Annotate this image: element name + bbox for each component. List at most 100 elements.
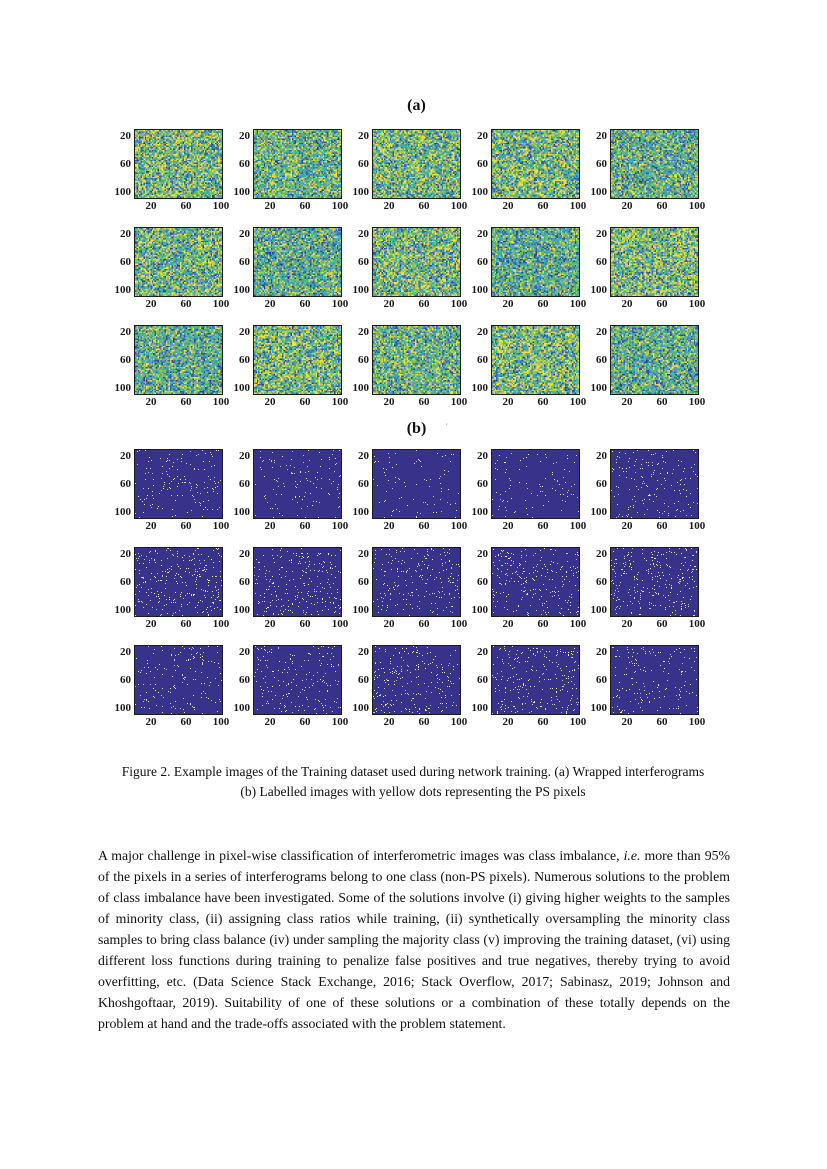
labelled-panel: 20 60 100 20 60 100 <box>345 449 461 539</box>
y-tick-label: 60 <box>107 353 131 367</box>
x-tick-label: 60 <box>657 520 668 532</box>
y-tick-label: 60 <box>464 353 488 367</box>
y-tick-label: 100 <box>583 381 607 395</box>
y-tick-label: 20 <box>345 129 369 143</box>
y-tick-label: 20 <box>464 645 488 659</box>
interferogram-image <box>610 325 699 395</box>
y-tick-label: 20 <box>226 227 250 241</box>
x-tick-label: 60 <box>538 298 549 310</box>
y-tick-label: 100 <box>345 603 369 617</box>
x-tick-label: 20 <box>384 716 395 728</box>
x-tick-label: 60 <box>300 298 311 310</box>
labelled-panel: 20 60 100 20 60 100 <box>583 645 699 735</box>
x-tick-label: 60 <box>181 716 192 728</box>
y-tick-label: 20 <box>345 449 369 463</box>
labelled-panel: 20 60 100 20 60 100 <box>226 645 342 735</box>
labelled-image <box>610 449 699 519</box>
x-tick-label: 20 <box>622 200 633 212</box>
paragraph-italic-ie: i.e. <box>624 848 641 863</box>
labelled-row: 20 60 100 20 60 100 20 60 100 20 60 100 20 60 100 20 60 1… <box>107 645 699 735</box>
x-tick-label: 20 <box>503 396 514 408</box>
y-tick-label: 60 <box>345 353 369 367</box>
y-tick-label: 100 <box>464 283 488 297</box>
x-tick-label: 20 <box>622 618 633 630</box>
x-tick-label: 20 <box>265 298 276 310</box>
labelled-image <box>491 645 580 715</box>
x-tick-label: 60 <box>657 298 668 310</box>
y-tick-label: 100 <box>464 185 488 199</box>
labelled-row: 20 60 100 20 60 100 20 60 100 20 60 100 20 60 100 20 60 1… <box>107 547 699 637</box>
interferogram-image <box>491 129 580 199</box>
interferogram-image <box>491 325 580 395</box>
x-tick-label: 20 <box>384 200 395 212</box>
y-tick-label: 60 <box>107 575 131 589</box>
x-tick-label: 60 <box>300 520 311 532</box>
x-tick-label: 60 <box>538 396 549 408</box>
x-tick-label: 100 <box>689 716 706 728</box>
x-tick-label: 20 <box>146 618 157 630</box>
x-tick-label: 60 <box>181 520 192 532</box>
y-tick-label: 60 <box>464 575 488 589</box>
x-tick-label: 20 <box>503 520 514 532</box>
y-tick-label: 20 <box>226 129 250 143</box>
labelled-image <box>372 547 461 617</box>
y-tick-label: 100 <box>226 505 250 519</box>
y-tick-label: 20 <box>107 227 131 241</box>
x-tick-label: 20 <box>146 716 157 728</box>
interferogram-image <box>134 325 223 395</box>
labelled-row: 20 60 100 20 60 100 20 60 100 20 60 100 20 60 100 20 60 1… <box>107 449 699 539</box>
x-tick-label: 60 <box>538 716 549 728</box>
labelled-panel: 20 60 100 20 60 100 <box>226 547 342 637</box>
interferogram-panel: 20 60 100 20 60 100 <box>107 129 223 219</box>
y-tick-label: 100 <box>464 603 488 617</box>
y-tick-label: 60 <box>345 477 369 491</box>
x-tick-label: 60 <box>300 618 311 630</box>
x-tick-label: 60 <box>181 298 192 310</box>
y-tick-label: 100 <box>345 505 369 519</box>
y-tick-label: 20 <box>226 645 250 659</box>
labelled-image <box>372 645 461 715</box>
x-tick-label: 20 <box>503 618 514 630</box>
y-tick-label: 60 <box>583 255 607 269</box>
x-tick-label: 100 <box>689 520 706 532</box>
figure-panel-b-label: (b) <box>134 420 699 438</box>
y-tick-label: 20 <box>226 325 250 339</box>
figure-panel-a-label: (a) <box>134 97 699 115</box>
y-tick-label: 100 <box>226 603 250 617</box>
y-tick-label: 100 <box>107 185 131 199</box>
x-tick-label: 20 <box>503 716 514 728</box>
y-tick-label: 100 <box>226 185 250 199</box>
x-tick-label: 60 <box>538 520 549 532</box>
y-tick-label: 60 <box>464 255 488 269</box>
x-tick-label: 60 <box>657 716 668 728</box>
y-tick-label: 100 <box>226 701 250 715</box>
x-tick-label: 60 <box>419 520 430 532</box>
labelled-panel: 20 60 100 20 60 100 <box>583 449 699 539</box>
y-tick-label: 20 <box>464 325 488 339</box>
y-tick-label: 20 <box>345 227 369 241</box>
labelled-panel: 20 60 100 20 60 100 <box>345 547 461 637</box>
x-tick-label: 60 <box>419 200 430 212</box>
x-tick-label: 60 <box>181 396 192 408</box>
labelled-image <box>253 547 342 617</box>
x-tick-label: 20 <box>503 298 514 310</box>
interferogram-panel: 20 60 100 20 60 100 <box>226 227 342 317</box>
x-tick-label: 60 <box>419 716 430 728</box>
interferogram-image <box>491 227 580 297</box>
interferogram-image <box>253 325 342 395</box>
paragraph-text-start: A major challenge in pixel-wise classifi… <box>98 848 624 863</box>
interferogram-panel: 20 60 100 20 60 100 <box>107 325 223 415</box>
x-tick-label: 60 <box>181 200 192 212</box>
y-tick-label: 60 <box>226 255 250 269</box>
y-tick-label: 100 <box>583 283 607 297</box>
interferogram-image <box>134 227 223 297</box>
interferogram-row: 20 60 100 20 60 100 20 60 100 20 60 100 20 60 100 20 60 1… <box>107 227 699 317</box>
y-tick-label: 60 <box>583 575 607 589</box>
interferogram-panel: 20 60 100 20 60 100 <box>464 325 580 415</box>
interferogram-image <box>253 227 342 297</box>
y-tick-label: 20 <box>107 449 131 463</box>
x-tick-label: 60 <box>419 618 430 630</box>
x-tick-label: 60 <box>657 396 668 408</box>
x-tick-label: 20 <box>146 520 157 532</box>
y-tick-label: 100 <box>226 381 250 395</box>
